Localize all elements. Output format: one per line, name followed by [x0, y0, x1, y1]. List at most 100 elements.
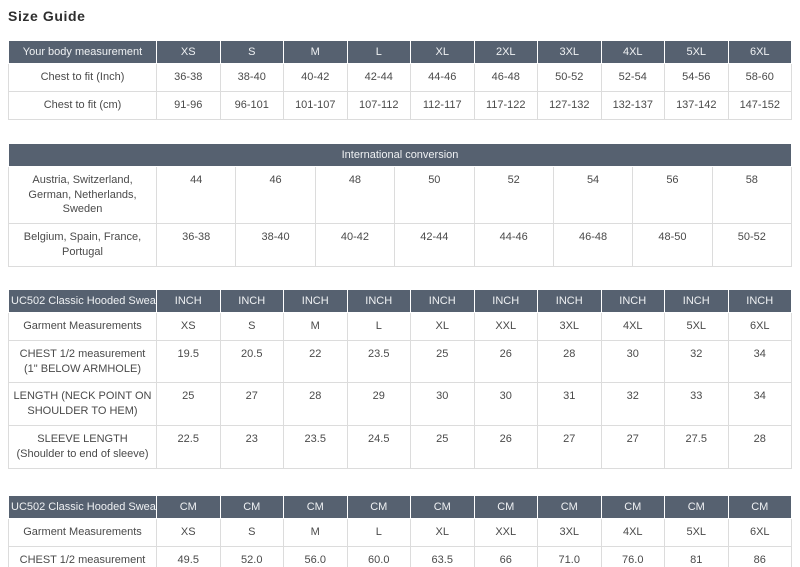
header-size-cell: INCH [346, 288, 411, 313]
value-cell: XS [156, 517, 221, 547]
value-cell: 81 [664, 545, 729, 567]
row-label-cell: LENGTH (NECK POINT ON SHOULDER TO HEM) [8, 382, 157, 427]
value-cell: 50-52 [537, 63, 602, 92]
value-cell: 5XL [664, 517, 729, 547]
value-cell: 101-107 [283, 90, 348, 120]
header-size-cell: 4XL [600, 40, 665, 64]
value-cell: 3XL [537, 311, 602, 341]
table-row: CHEST 1/2 measurement (2.5cm BELOW ARMHO… [8, 545, 792, 567]
row-label-cell: SLEEVE LENGTH (Shoulder to end of sleeve… [8, 425, 157, 469]
value-cell: XL [410, 311, 475, 341]
value-cell: 46-48 [473, 63, 538, 92]
header-size-cell: INCH [727, 288, 792, 313]
value-cell: 54 [552, 165, 634, 225]
value-cell: L [346, 311, 411, 341]
row-label-cell: Austria, Switzerland, German, Netherland… [8, 165, 157, 225]
table-header-row: International conversion [8, 142, 792, 167]
value-cell: 44-46 [410, 63, 475, 92]
header-size-cell: L [346, 40, 411, 64]
value-cell: 42-44 [346, 63, 411, 92]
value-cell: 38-40 [235, 223, 316, 267]
value-cell: 46-48 [552, 223, 634, 267]
value-cell: 42-44 [394, 223, 475, 267]
value-cell: 34 [727, 382, 792, 427]
header-label-cell: UC502 Classic Hooded Sweatshirt [8, 288, 157, 313]
header-size-cell: 5XL [664, 40, 729, 64]
header-size-cell: CM [410, 494, 475, 519]
header-size-cell: CM [664, 494, 729, 519]
value-cell: 32 [600, 382, 665, 427]
value-cell: 66 [473, 545, 538, 567]
table-row: Garment Measurements XS S M L XL XXL 3XL 4XL 5XL 6… [8, 517, 792, 547]
value-cell: 36-38 [155, 223, 237, 267]
header-label-cell: UC502 Classic Hooded Sweatshirt [8, 494, 157, 519]
merged-header-cell: International conversion [8, 142, 792, 167]
value-cell: 24.5 [346, 425, 411, 469]
value-cell: 4XL [600, 311, 665, 341]
header-size-cell: M [283, 40, 348, 64]
value-cell: 52 [473, 165, 554, 225]
header-size-cell: CM [346, 494, 411, 519]
body-measurement-table: Your body measurement XS S M L XL 2XL 3XL 4XL 5XL… [8, 40, 792, 120]
value-cell: L [346, 517, 411, 547]
value-cell: 5XL [664, 311, 729, 341]
value-cell: 58-60 [727, 63, 792, 92]
header-size-cell: XS [156, 40, 221, 64]
header-size-cell: 3XL [537, 40, 602, 64]
page-title: Size Guide [8, 8, 86, 24]
header-size-cell: CM [219, 494, 284, 519]
value-cell: 28 [727, 425, 792, 469]
value-cell: 44-46 [473, 223, 554, 267]
header-size-cell: CM [283, 494, 348, 519]
value-cell: M [283, 517, 348, 547]
value-cell: 91-96 [156, 90, 221, 120]
value-cell: 71.0 [537, 545, 602, 567]
value-cell: XL [410, 517, 475, 547]
header-size-cell: 6XL [727, 40, 792, 64]
header-size-cell: INCH [283, 288, 348, 313]
value-cell: 40-42 [283, 63, 348, 92]
table-row: Chest to fit (Inch) 36-38 38-40 40-42 42-44 4… [8, 63, 792, 92]
value-cell: 107-112 [346, 90, 411, 120]
value-cell: 4XL [600, 517, 665, 547]
value-cell: 3XL [537, 517, 602, 547]
value-cell: 6XL [727, 311, 792, 341]
value-cell: 147-152 [727, 90, 792, 120]
value-cell: 23.5 [346, 339, 411, 384]
header-size-cell: 2XL [473, 40, 538, 64]
value-cell: 33 [664, 382, 729, 427]
header-size-cell: CM [537, 494, 602, 519]
value-cell: M [283, 311, 348, 341]
value-cell: 86 [727, 545, 792, 567]
value-cell: 26 [473, 339, 538, 384]
header-size-cell: S [219, 40, 284, 64]
header-size-cell: INCH [156, 288, 221, 313]
value-cell: 25 [410, 425, 475, 469]
table-row: Garment Measurements XS S M L XL XXL 3XL 4XL 5XL 6… [8, 311, 792, 341]
value-cell: 19.5 [156, 339, 221, 384]
value-cell: 48 [314, 165, 396, 225]
value-cell: 96-101 [219, 90, 284, 120]
value-cell: XXL [473, 311, 538, 341]
value-cell: 25 [156, 382, 221, 427]
value-cell: 28 [283, 382, 348, 427]
value-cell: 22 [283, 339, 348, 384]
value-cell: 20.5 [219, 339, 284, 384]
header-size-cell: INCH [473, 288, 538, 313]
row-label-cell: Chest to fit (Inch) [8, 63, 157, 92]
value-cell: 23 [219, 425, 284, 469]
value-cell: 28 [537, 339, 602, 384]
row-label-cell: Garment Measurements [8, 517, 157, 547]
header-size-cell: CM [600, 494, 665, 519]
table-row: Austria, Switzerland, German, Netherland… [8, 165, 793, 225]
table-row: SLEEVE LENGTH (Shoulder to end of sleeve… [8, 425, 792, 469]
table-row: Chest to fit (cm) 91-96 96-101 101-107 107-1… [8, 90, 792, 120]
value-cell: 52-54 [600, 63, 665, 92]
value-cell: 30 [600, 339, 665, 384]
table-row: CHEST 1/2 measurement (1" BELOW ARMHOLE)… [8, 339, 792, 384]
row-label-cell: Chest to fit (cm) [8, 90, 157, 120]
garment-measurements-inch-table: UC502 Classic Hooded SweatshirtINCHINCHI… [8, 288, 792, 469]
value-cell: 137-142 [664, 90, 729, 120]
value-cell: 26 [473, 425, 538, 469]
